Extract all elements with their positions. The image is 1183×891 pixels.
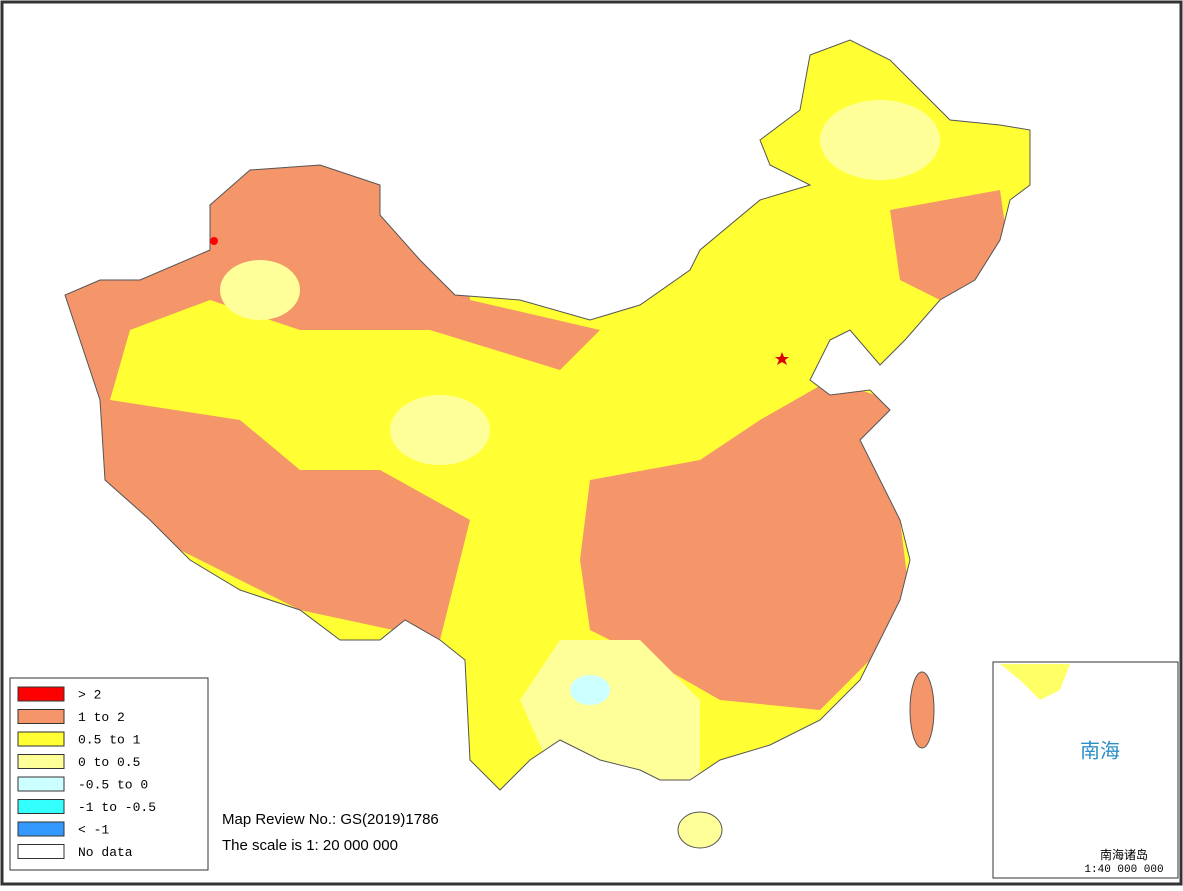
hotspot	[210, 237, 218, 245]
hainan	[677, 811, 723, 849]
legend-label: No data	[78, 845, 133, 860]
legend-swatch	[17, 731, 65, 747]
legend-label: 0 to 0.5	[78, 755, 140, 770]
capital	[775, 352, 789, 365]
legend-label: 1 to 2	[78, 710, 125, 725]
legend-swatch	[17, 844, 65, 859]
inset-scale: 1:40 000 000	[1084, 864, 1163, 876]
legend-swatch	[17, 776, 65, 792]
legend-swatch	[17, 821, 65, 837]
legend-swatch	[17, 754, 65, 769]
scale-note: The scale is 1: 20 000 000	[222, 837, 398, 854]
taiwan	[909, 671, 935, 749]
legend-label: > 2	[78, 687, 101, 702]
legend-label: < -1	[78, 822, 109, 837]
inset-sea: 南海	[1080, 739, 1120, 762]
review-note: Map Review No.: GS(2019)1786	[222, 811, 439, 828]
legend-label: -0.5 to 0	[78, 777, 148, 792]
inset-islands: 南海诸岛	[1100, 847, 1148, 862]
inset-land	[1000, 664, 1070, 700]
legend-label: 0.5 to 1	[78, 732, 141, 747]
legend-swatch	[17, 709, 65, 724]
legend: > 2 1 to 2 0.5 to 1 0 to 0.5 -0.5 to 0 -1 to …	[17, 686, 156, 860]
legend-swatch	[17, 686, 65, 702]
legend-label: -1 to -0.5	[78, 800, 156, 815]
legend-box	[9, 677, 209, 871]
legend-swatch	[17, 799, 65, 814]
inset	[992, 661, 1179, 879]
